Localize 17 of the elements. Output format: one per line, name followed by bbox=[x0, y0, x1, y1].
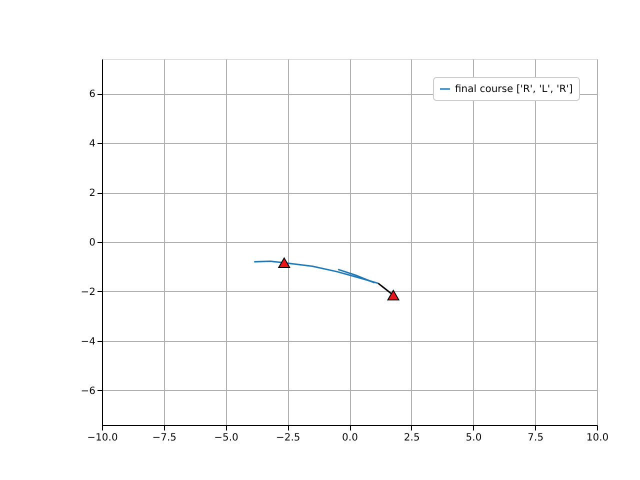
x-tick-label: 5.0 bbox=[466, 432, 482, 444]
x-tick-label: 0.0 bbox=[342, 432, 358, 444]
x-tick-label: −2.5 bbox=[276, 432, 300, 444]
y-tick-label: 2 bbox=[89, 188, 96, 200]
x-tick-label: 7.5 bbox=[528, 432, 544, 444]
y-tick-label: −2 bbox=[80, 286, 96, 298]
y-tick-label: −6 bbox=[80, 386, 96, 397]
y-tick-label: 4 bbox=[89, 138, 96, 150]
y-tick-label: 6 bbox=[89, 89, 96, 100]
legend-label: final course ['R', 'L', 'R'] bbox=[455, 84, 573, 95]
y-tick-label: 0 bbox=[89, 238, 96, 248]
x-tick-label: −10.0 bbox=[87, 432, 118, 444]
x-tick-label: 2.5 bbox=[404, 432, 420, 444]
y-tick-label: −4 bbox=[80, 336, 96, 348]
x-tick-label: 10.0 bbox=[586, 432, 609, 444]
x-tick-label: −7.5 bbox=[152, 432, 177, 444]
x-tick-label: −5.0 bbox=[214, 432, 238, 444]
